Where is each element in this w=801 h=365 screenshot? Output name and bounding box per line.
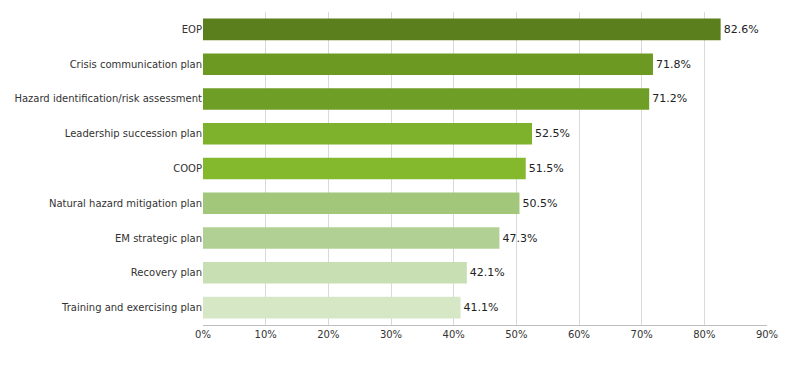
svg-text:Crisis communication plan: Crisis communication plan <box>70 59 202 70</box>
svg-text:80%: 80% <box>693 329 715 340</box>
svg-text:71.2%: 71.2% <box>652 92 687 105</box>
svg-text:70%: 70% <box>631 329 653 340</box>
svg-text:90%: 90% <box>756 329 778 340</box>
svg-text:COOP: COOP <box>173 163 202 174</box>
svg-text:50%: 50% <box>505 329 527 340</box>
svg-text:Natural hazard mitigation plan: Natural hazard mitigation plan <box>49 198 202 209</box>
svg-text:40%: 40% <box>443 329 465 340</box>
svg-text:51.5%: 51.5% <box>529 162 564 175</box>
svg-text:30%: 30% <box>380 329 402 340</box>
svg-text:82.6%: 82.6% <box>724 23 759 36</box>
svg-text:42.1%: 42.1% <box>470 266 505 279</box>
svg-text:Recovery plan: Recovery plan <box>131 267 202 278</box>
svg-text:Training and exercising plan: Training and exercising plan <box>61 302 202 313</box>
svg-text:47.3%: 47.3% <box>502 232 537 245</box>
svg-text:0%: 0% <box>195 329 211 340</box>
svg-text:50.5%: 50.5% <box>522 197 557 210</box>
svg-text:EM strategic plan: EM strategic plan <box>115 233 202 244</box>
svg-text:52.5%: 52.5% <box>535 127 570 140</box>
svg-text:60%: 60% <box>568 329 590 340</box>
svg-text:EOP: EOP <box>182 24 202 35</box>
svg-text:Leadership succession plan: Leadership succession plan <box>65 128 202 139</box>
svg-text:20%: 20% <box>317 329 339 340</box>
svg-text:41.1%: 41.1% <box>464 301 499 314</box>
svg-text:Hazard identification/risk ass: Hazard identification/risk assessment <box>14 93 202 104</box>
svg-text:10%: 10% <box>255 329 277 340</box>
svg-text:71.8%: 71.8% <box>656 58 691 71</box>
